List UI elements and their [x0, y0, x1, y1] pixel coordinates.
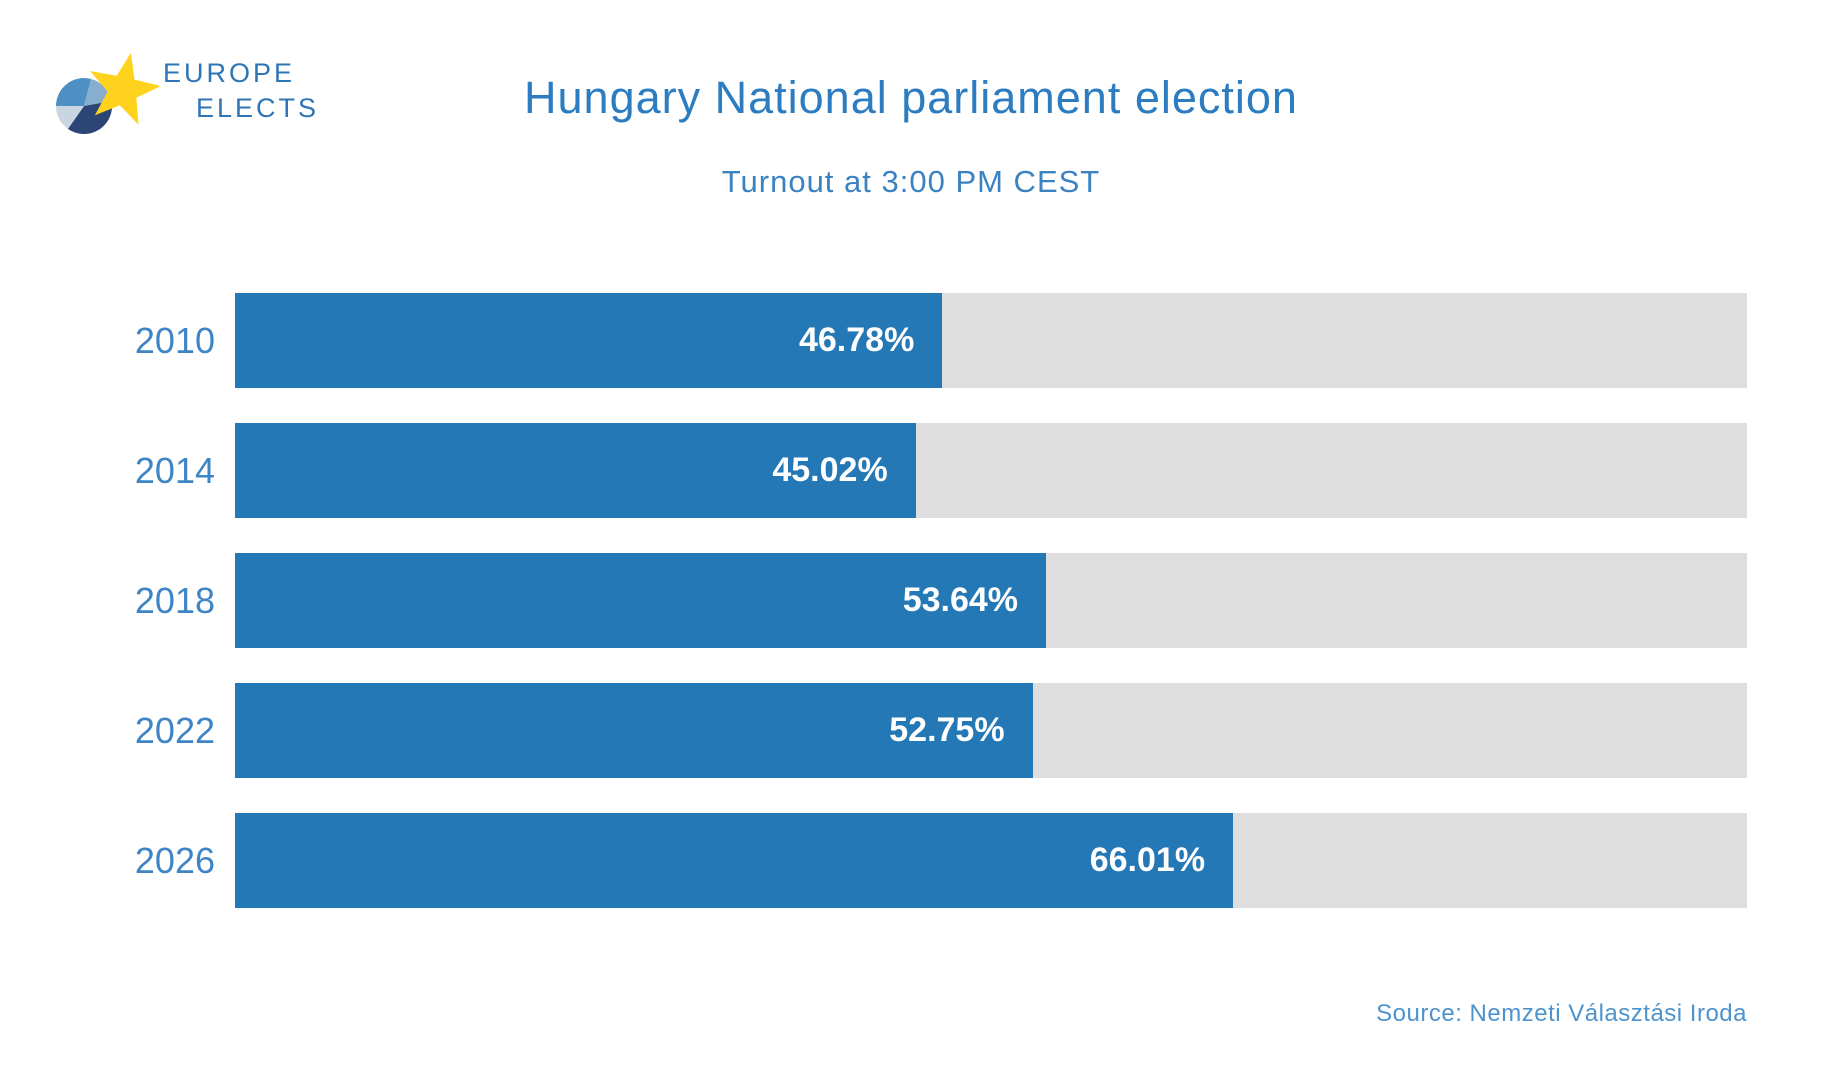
bar-value-label: 66.01% [1089, 841, 1206, 879]
bar-value-label: 45.02% [772, 451, 888, 489]
bar-row: 2010 46.78% [0, 293, 1822, 388]
bar-fill: 46.78% [235, 293, 943, 388]
bar-track: 66.01% [235, 813, 1747, 908]
logo-wordmark: EUROPE ELECTS [163, 56, 319, 126]
logo-wordmark-line1: EUROPE [163, 58, 296, 88]
year-label: 2014 [134, 449, 215, 491]
bar-value-label: 46.78% [798, 321, 915, 359]
chart-title: Hungary National parliament election [524, 72, 1298, 123]
bar-value-label: 53.64% [902, 581, 1019, 619]
bar-track: 53.64% [235, 553, 1747, 648]
bar-row: 2026 66.01% [0, 813, 1822, 908]
year-label: 2010 [134, 319, 215, 361]
year-label: 2022 [134, 709, 215, 751]
bar-row: 2018 53.64% [0, 553, 1822, 648]
chart-subtitle: Turnout at 3:00 PM CEST [721, 164, 1101, 199]
bar-value-label: 52.75% [889, 711, 1005, 749]
year-label: 2026 [134, 839, 215, 881]
bar-fill: 45.02% [235, 423, 916, 518]
bar-chart: 2010 46.78% 2014 45.02% 2018 53.64% 2022… [0, 293, 1822, 943]
bar-fill: 53.64% [235, 553, 1047, 648]
bar-track: 52.75% [235, 683, 1747, 778]
bar-row: 2014 45.02% [0, 423, 1822, 518]
year-label: 2018 [134, 579, 215, 621]
logo-wordmark-line2: ELECTS [196, 93, 320, 123]
logo-star-icon [90, 52, 161, 125]
europe-elects-logo: EUROPE ELECTS [45, 40, 385, 150]
bar-fill: 52.75% [235, 683, 1033, 778]
source-credit: Source: Nemzeti Választási Iroda [1376, 1000, 1747, 1027]
bar-fill: 66.01% [235, 813, 1234, 908]
bar-track: 46.78% [235, 293, 1747, 388]
logo-pie-star-icon [56, 52, 161, 135]
bar-track: 45.02% [235, 423, 1747, 518]
bar-row: 2022 52.75% [0, 683, 1822, 778]
